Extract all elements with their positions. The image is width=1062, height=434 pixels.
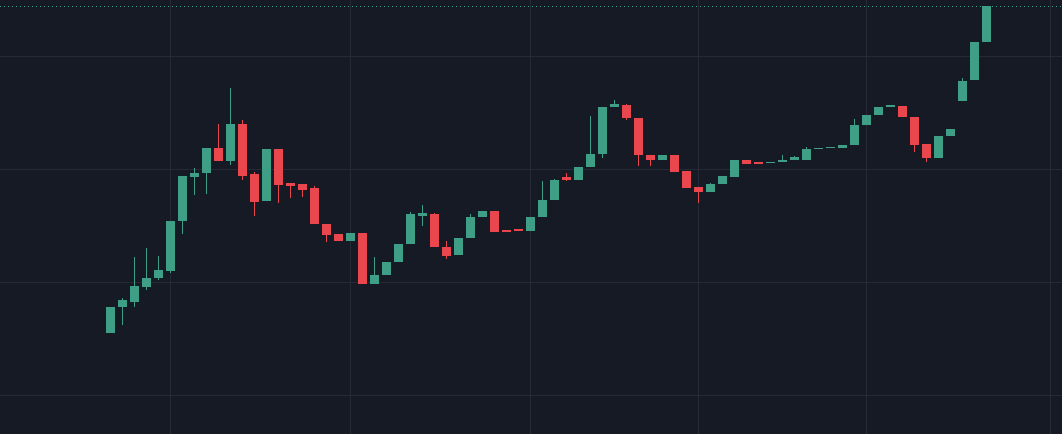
candle-body xyxy=(970,42,979,80)
candle-body xyxy=(730,160,739,177)
candle-body xyxy=(742,160,751,164)
candle-body xyxy=(274,149,283,185)
candle-body xyxy=(514,229,523,231)
candle-body xyxy=(322,224,331,235)
candle-body xyxy=(874,107,883,115)
candle-body xyxy=(250,174,259,202)
candle-body xyxy=(166,221,175,271)
candle-body xyxy=(838,145,847,148)
candle-body xyxy=(766,162,775,163)
candle-body xyxy=(910,117,919,145)
candle-body xyxy=(130,286,139,302)
candle-body xyxy=(790,157,799,160)
candle-body xyxy=(946,129,955,136)
candle-body xyxy=(634,118,643,155)
candle-body xyxy=(406,214,415,244)
candle-body xyxy=(802,149,811,160)
candle-body xyxy=(814,148,823,149)
candle-body xyxy=(154,270,163,278)
candle-body xyxy=(286,183,295,186)
candle-body xyxy=(886,105,895,107)
candle-body xyxy=(466,217,475,238)
candle-body xyxy=(754,162,763,164)
candle-body xyxy=(550,180,559,200)
candle-body xyxy=(346,233,355,241)
candle-body xyxy=(418,213,427,216)
candle-body xyxy=(682,171,691,188)
candle-body xyxy=(454,238,463,255)
candle-body xyxy=(934,136,943,158)
candle-body xyxy=(358,233,367,284)
candle-body xyxy=(502,230,511,232)
candle-body xyxy=(238,124,247,176)
candle-body xyxy=(562,177,571,180)
candle-body xyxy=(490,211,499,232)
candle-body xyxy=(370,275,379,284)
candle-body xyxy=(862,115,871,125)
candle-body xyxy=(586,154,595,167)
candle-body xyxy=(382,262,391,275)
candle-body xyxy=(478,211,487,217)
candle-body xyxy=(898,106,907,117)
candle-body xyxy=(190,173,199,177)
candle-body xyxy=(826,147,835,148)
candle-body xyxy=(706,184,715,192)
candle-body xyxy=(442,247,451,256)
candle-body xyxy=(922,144,931,158)
candle-body xyxy=(142,278,151,287)
candle-body xyxy=(298,184,307,190)
candle-body xyxy=(610,104,619,107)
candle-body xyxy=(430,214,439,247)
candle-body xyxy=(118,300,127,307)
candle-body xyxy=(394,244,403,262)
candle-body xyxy=(850,125,859,145)
candle-body xyxy=(538,200,547,217)
candle-body xyxy=(658,155,667,160)
candle-body xyxy=(670,155,679,172)
candle-body xyxy=(958,81,967,101)
candle-body xyxy=(226,124,235,161)
candle-body xyxy=(106,307,115,333)
candle-body xyxy=(526,217,535,231)
candle-body xyxy=(718,176,727,184)
candle-body xyxy=(214,148,223,161)
candle-body xyxy=(622,105,631,118)
candle-body xyxy=(310,188,319,224)
candle-body xyxy=(202,148,211,173)
candle-body xyxy=(334,234,343,241)
candle-body xyxy=(262,149,271,201)
candle-body xyxy=(982,6,991,42)
candle-body xyxy=(598,107,607,154)
candle-body xyxy=(574,167,583,180)
candle-body xyxy=(178,176,187,221)
candle-body xyxy=(778,160,787,162)
candle-body xyxy=(646,155,655,160)
candle-body xyxy=(694,187,703,192)
